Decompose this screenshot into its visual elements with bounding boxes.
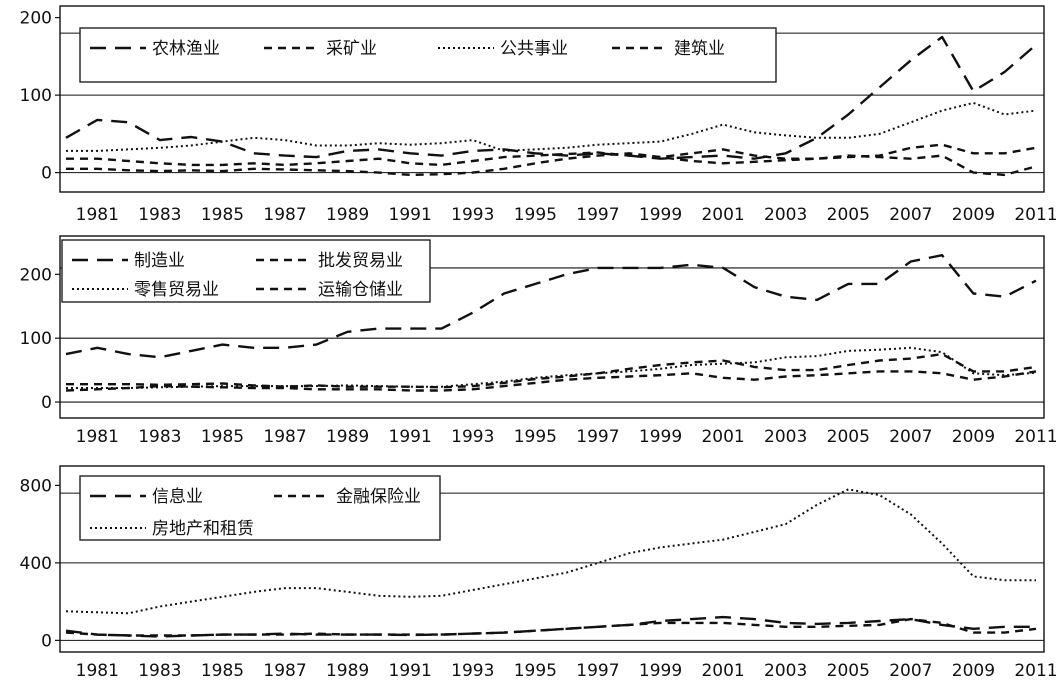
y-tick-label: 100 xyxy=(20,86,52,106)
x-tick-label: 1993 xyxy=(451,205,494,225)
x-tick-label: 1995 xyxy=(514,205,557,225)
x-tick-label: 2007 xyxy=(889,427,932,447)
x-tick-label: 2011 xyxy=(1014,427,1057,447)
y-tick-label: 0 xyxy=(41,631,52,651)
x-tick-label: 1983 xyxy=(138,427,181,447)
x-tick-label: 1993 xyxy=(451,661,494,681)
x-tick-label: 1985 xyxy=(201,427,244,447)
legend-label: 房地产和租赁 xyxy=(152,519,254,539)
x-tick-label: 1989 xyxy=(326,427,369,447)
legend-label: 批发贸易业 xyxy=(318,251,403,271)
x-tick-label: 2011 xyxy=(1014,661,1057,681)
x-tick-label: 2005 xyxy=(827,205,870,225)
chart-panel-3: 0 400 800 1981 1983 1985 1987 1989 1991 1993 1995 1… xyxy=(20,465,1058,681)
series-line-3 xyxy=(66,101,1037,152)
x-tick-label: 2001 xyxy=(701,661,744,681)
legend-label: 金融保险业 xyxy=(336,487,421,507)
x-tick-label: 2009 xyxy=(952,427,995,447)
x-tick-label: 1999 xyxy=(639,427,682,447)
x-tick-label: 1993 xyxy=(451,427,494,447)
legend-box xyxy=(61,239,431,303)
y-tick-label: 400 xyxy=(20,554,52,574)
x-tick-label: 2003 xyxy=(764,205,807,225)
y-tick-label: 0 xyxy=(41,164,52,184)
x-tick-label: 1989 xyxy=(326,661,369,681)
x-tick-label: 2005 xyxy=(827,427,870,447)
x-tick-label: 1987 xyxy=(263,205,306,225)
legend-label: 公共事业 xyxy=(500,39,568,59)
x-tick-label: 1999 xyxy=(639,205,682,225)
x-tick-label: 1991 xyxy=(389,661,432,681)
x-tick-label: 1997 xyxy=(576,205,619,225)
legend-box xyxy=(79,475,441,541)
x-tick-label: 1997 xyxy=(576,427,619,447)
legend-label: 采矿业 xyxy=(326,39,377,59)
series-line-4 xyxy=(65,370,1037,392)
legend-label: 建筑业 xyxy=(674,39,725,59)
legend: 农林渔业 采矿业 公共事业 建筑业 xyxy=(79,27,777,83)
y-tick-label: 200 xyxy=(20,9,52,29)
legend-label: 信息业 xyxy=(152,487,203,507)
x-tick-label: 2011 xyxy=(1014,205,1057,225)
series-line-2 xyxy=(66,143,1037,167)
x-tick-label: 1989 xyxy=(326,205,369,225)
y-tick-label: 0 xyxy=(41,393,52,413)
x-tick-label: 1995 xyxy=(514,427,557,447)
x-tick-label: 1991 xyxy=(389,427,432,447)
plot-frame xyxy=(59,235,1045,419)
x-tick-label: 2007 xyxy=(889,205,932,225)
x-tick-label: 1981 xyxy=(76,205,119,225)
x-tick-label: 1987 xyxy=(263,427,306,447)
legend-label: 制造业 xyxy=(134,251,185,271)
x-tick-label: 1981 xyxy=(76,661,119,681)
legend-label: 零售贸易业 xyxy=(134,280,219,300)
x-tick-label: 1997 xyxy=(576,661,619,681)
x-tick-label: 1995 xyxy=(514,661,557,681)
series-line-3 xyxy=(66,346,1037,389)
x-tick-label: 2003 xyxy=(764,661,807,681)
x-tick-label: 1985 xyxy=(201,205,244,225)
x-tick-label: 2009 xyxy=(952,661,995,681)
x-tick-label: 2003 xyxy=(764,427,807,447)
x-tick-label: 2009 xyxy=(952,205,995,225)
x-tick-label: 1999 xyxy=(639,661,682,681)
plot-frame xyxy=(59,5,1045,193)
series-line-2 xyxy=(65,617,1037,637)
x-tick-label: 1983 xyxy=(138,205,181,225)
x-tick-label: 2001 xyxy=(701,427,744,447)
x-tick-label: 2001 xyxy=(701,205,744,225)
y-tick-label: 100 xyxy=(20,329,52,349)
series-line-4 xyxy=(66,152,1037,177)
x-tick-label: 1991 xyxy=(389,205,432,225)
x-tick-label: 1987 xyxy=(263,661,306,681)
chart-panel-1: 0 100 200 1981 1983 1985 1987 1989 1991 1993 1995 1… xyxy=(20,5,1058,225)
legend-label: 运输仓储业 xyxy=(318,280,403,300)
y-tick-label: 800 xyxy=(20,476,52,496)
series-line-1 xyxy=(65,253,1037,359)
legend-label: 农林渔业 xyxy=(152,39,220,59)
y-tick-label: 200 xyxy=(20,265,52,285)
series-line-1 xyxy=(65,615,1036,638)
x-tick-label: 1983 xyxy=(138,661,181,681)
x-tick-label: 2005 xyxy=(827,661,870,681)
plot-frame xyxy=(59,465,1045,653)
series-line-2 xyxy=(66,352,1037,389)
x-tick-label: 1985 xyxy=(201,661,244,681)
x-tick-label: 2007 xyxy=(889,661,932,681)
x-tick-label: 1981 xyxy=(76,427,119,447)
legend-box xyxy=(79,27,777,83)
chart-panel-2: 0 100 200 1981 1983 1985 1987 1989 1991 1993 1995 1… xyxy=(20,235,1058,447)
